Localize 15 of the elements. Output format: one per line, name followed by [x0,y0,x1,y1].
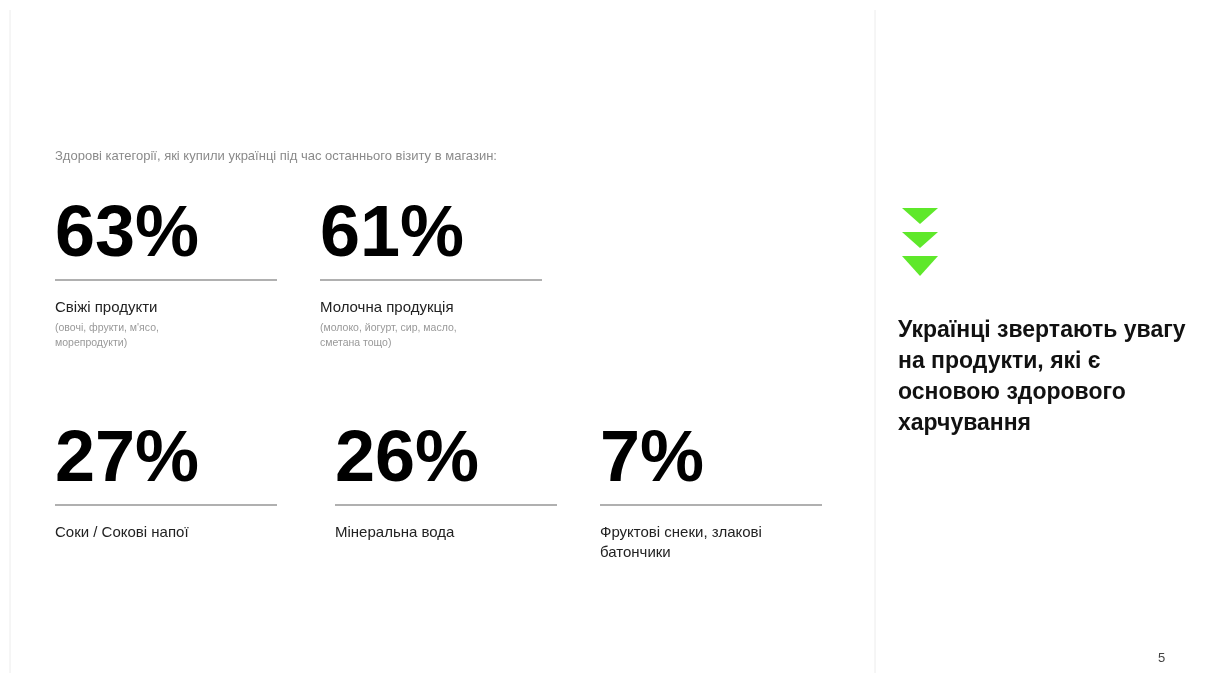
text: Здорові категорії, які купили українці під час останнього візиту в магазин: [55,148,497,163]
text: Українці звертають увагу на продукти, які є основою здорового харчування [898,315,1187,437]
data-label: 26% [335,416,480,496]
data-label: 63% [55,191,200,271]
text: (молоко, йогурт, сир, масло, сметана тощо) [320,321,457,348]
category-label: Молочна продукція [320,297,455,317]
category-label: Мінеральна вода [335,522,456,542]
data-label: 7% [600,416,705,496]
text: 5 [1158,650,1166,665]
category-label: Фруктові снеки, злакові батончики [600,522,763,562]
text: (овочі, фрукти, м'ясо, морепродукти) [55,321,159,348]
category-label: Соки / Сокові напої [55,522,190,542]
data-label: 27% [55,416,200,496]
data-label: 61% [320,191,465,271]
category-label: Свіжі продукти [55,297,159,317]
